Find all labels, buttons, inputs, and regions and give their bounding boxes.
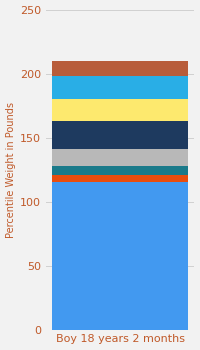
Bar xyxy=(52,121,188,149)
Bar xyxy=(52,149,188,166)
Bar xyxy=(52,166,188,175)
Bar xyxy=(52,99,188,121)
Bar xyxy=(52,182,188,330)
Bar xyxy=(52,175,188,182)
Bar xyxy=(52,76,188,99)
Bar xyxy=(52,61,188,76)
Y-axis label: Percentile Weight in Pounds: Percentile Weight in Pounds xyxy=(6,102,16,238)
